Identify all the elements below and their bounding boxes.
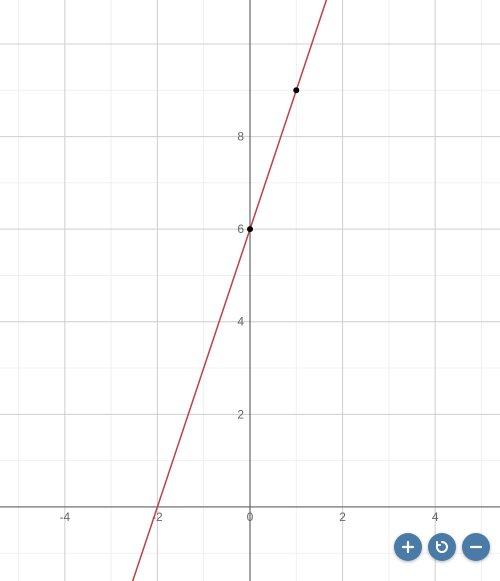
reset-button[interactable] bbox=[428, 533, 456, 561]
reset-icon bbox=[434, 539, 450, 555]
x-tick-label: 0 bbox=[247, 510, 254, 524]
y-tick-label: 6 bbox=[237, 222, 244, 236]
data-point bbox=[247, 226, 253, 232]
plus-icon bbox=[400, 539, 416, 555]
y-tick-label: 4 bbox=[237, 315, 244, 329]
zoom-in-button[interactable] bbox=[394, 533, 422, 561]
zoom-controls bbox=[394, 533, 490, 561]
zoom-out-button[interactable] bbox=[462, 533, 490, 561]
graph-plot: -4-20242468 bbox=[0, 0, 500, 581]
x-tick-label: 2 bbox=[339, 510, 346, 524]
x-tick-label: 4 bbox=[432, 510, 439, 524]
plot-svg: -4-20242468 bbox=[0, 0, 500, 581]
minus-icon bbox=[468, 539, 484, 555]
data-point bbox=[293, 87, 299, 93]
x-tick-label: -4 bbox=[59, 510, 70, 524]
y-tick-label: 2 bbox=[237, 407, 244, 421]
y-tick-label: 8 bbox=[237, 130, 244, 144]
